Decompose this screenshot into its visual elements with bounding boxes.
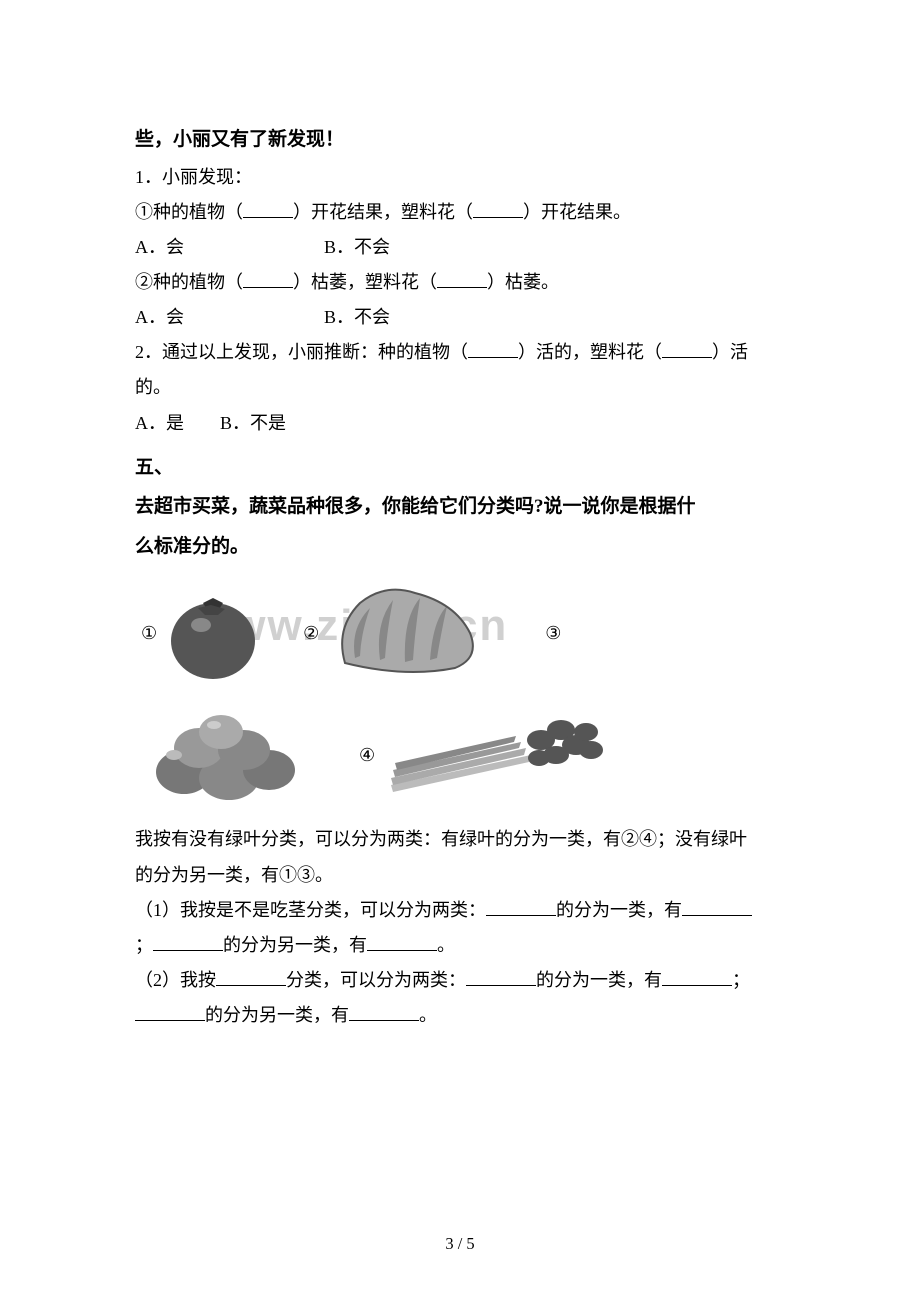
q1-2-text-a: ②种的植物（ xyxy=(135,272,243,292)
q1-1-options: A．会 B．不会 xyxy=(135,230,785,265)
q1-sub1: ①种的植物（ ）开花结果，塑料花（ ）开花结果。 xyxy=(135,195,785,230)
blank-field[interactable] xyxy=(662,968,732,986)
blank-field[interactable] xyxy=(367,933,437,951)
q2-text-c: ）活 xyxy=(712,342,748,362)
q2-line: 2．通过以上发现，小丽推断：种的植物（ ）活的，塑料花（ ）活 xyxy=(135,335,785,370)
sub2-text-f: 。 xyxy=(419,1005,437,1025)
q1-sub2: ②种的植物（ ）枯萎，塑料花（ ）枯萎。 xyxy=(135,265,785,300)
option-b: B．不会 xyxy=(324,230,390,265)
option-a: A．会 xyxy=(135,307,184,327)
header-continuation: 些，小丽又有了新发现！ xyxy=(135,120,785,160)
blank-field[interactable] xyxy=(486,898,556,916)
vegetable-row-1: www.zi om.cn ① ② ③ xyxy=(135,578,785,688)
tomato-icon xyxy=(163,583,263,683)
q2-options: A．是 B．不是 xyxy=(135,406,785,441)
sub2-text-d: ； xyxy=(732,970,750,990)
potatoes-icon xyxy=(139,700,309,810)
page-number: 3 / 5 xyxy=(0,1234,920,1254)
section-5-header: 五、 xyxy=(135,449,785,487)
option-b: B．不会 xyxy=(324,300,390,335)
sub-q1-line2: ； 的分为另一类，有 。 xyxy=(135,928,785,963)
blank-field[interactable] xyxy=(682,898,752,916)
sub-q2-line1: （2）我按 分类，可以分为两类： 的分为一类，有 ； xyxy=(135,963,785,998)
blank-field[interactable] xyxy=(466,968,536,986)
q1-2-text-b: ）枯萎，塑料花（ xyxy=(293,272,437,292)
q1-1-text-a: ①种的植物（ xyxy=(135,202,243,222)
veg-label-1: ① xyxy=(141,615,157,651)
blank-field[interactable] xyxy=(153,933,223,951)
example-answer-line1: 我按有没有绿叶分类，可以分为两类：有绿叶的分为一类，有②④；没有绿叶 xyxy=(135,822,785,857)
q2-line-end: 的。 xyxy=(135,370,785,405)
veg-label-4: ④ xyxy=(359,737,375,773)
sub2-text-b: 分类，可以分为两类： xyxy=(286,970,466,990)
blank-field[interactable] xyxy=(473,200,523,218)
veg-label-3: ③ xyxy=(545,615,561,651)
sub1-text-a: （1）我按是不是吃茎分类，可以分为两类： xyxy=(135,900,486,920)
blank-field[interactable] xyxy=(437,270,487,288)
veg-label-2: ② xyxy=(303,615,319,651)
q2-text-b: ）活的，塑料花（ xyxy=(518,342,662,362)
blank-field[interactable] xyxy=(216,968,286,986)
option-a: A．会 xyxy=(135,237,184,257)
sub2-text-e: 的分为另一类，有 xyxy=(205,1005,349,1025)
blank-field[interactable] xyxy=(135,1003,205,1021)
sub2-text-a: （2）我按 xyxy=(135,970,216,990)
q1-intro: 1．小丽发现： xyxy=(135,160,785,195)
section-5-question-line1: 去超市买菜，蔬菜品种很多，你能给它们分类吗?说一说你是根据什 xyxy=(135,487,785,527)
example-answer-line2: 的分为另一类，有①③。 xyxy=(135,858,785,893)
sub2-text-c: 的分为一类，有 xyxy=(536,970,662,990)
q1-2-text-c: ）枯萎。 xyxy=(487,272,559,292)
sub1-text-b: 的分为一类，有 xyxy=(556,900,682,920)
blank-field[interactable] xyxy=(349,1003,419,1021)
sub-q1-line1: （1）我按是不是吃茎分类，可以分为两类： 的分为一类，有 xyxy=(135,893,785,928)
celery-icon xyxy=(381,700,621,810)
blank-field[interactable] xyxy=(662,340,712,358)
section-5-question-line2: 么标准分的。 xyxy=(135,527,785,567)
q1-1-text-b: ）开花结果，塑料花（ xyxy=(293,202,473,222)
blank-field[interactable] xyxy=(243,270,293,288)
q2-text-a: 2．通过以上发现，小丽推断：种的植物（ xyxy=(135,342,468,362)
document-body: 些，小丽又有了新发现！ 1．小丽发现： ①种的植物（ ）开花结果，塑料花（ ）开花结… xyxy=(135,120,785,1033)
q1-1-text-c: ）开花结果。 xyxy=(523,202,631,222)
sub1-text-d: 的分为另一类，有 xyxy=(223,935,367,955)
blank-field[interactable] xyxy=(243,200,293,218)
sub1-text-c: ； xyxy=(135,935,153,955)
blank-field[interactable] xyxy=(468,340,518,358)
cabbage-icon xyxy=(325,578,485,688)
q1-2-options: A．会 B．不会 xyxy=(135,300,785,335)
sub-q2-line2: 的分为另一类，有 。 xyxy=(135,998,785,1033)
vegetable-row-2: ④ xyxy=(135,700,785,810)
sub1-text-e: 。 xyxy=(437,935,455,955)
